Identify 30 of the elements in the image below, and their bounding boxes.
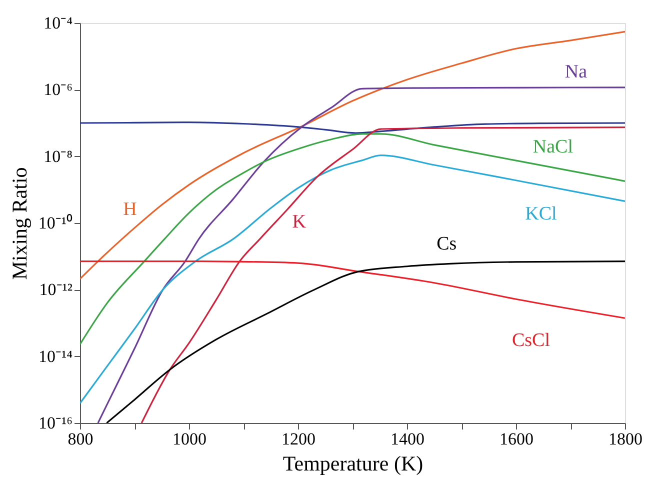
line-series <box>97 86 625 423</box>
x-tick-label: 800 <box>68 430 94 448</box>
line-series <box>80 260 625 319</box>
line-series <box>140 126 625 423</box>
series-label: K <box>292 212 306 233</box>
y-axis-title: Mixing Ratio <box>7 167 32 280</box>
series-label: KCl <box>525 203 557 224</box>
y-tick-label: 10⁻¹⁴ <box>38 346 73 366</box>
line-series <box>80 30 625 280</box>
x-axis-title: Temperature (K) <box>282 452 424 476</box>
series-label: Na <box>564 62 588 83</box>
line-series <box>106 260 625 423</box>
x-tick-label: 1800 <box>608 430 642 448</box>
series-label: CsCl <box>512 330 550 352</box>
series-label: NaCl <box>532 136 573 158</box>
x-tick-label: 1000 <box>172 430 206 448</box>
line-series <box>80 121 625 134</box>
y-tick-label: 10⁻¹⁰ <box>38 214 72 232</box>
x-tick-label: 1600 <box>500 430 534 448</box>
x-tick-label: 1400 <box>390 430 424 448</box>
line-series <box>80 133 625 346</box>
series-label: H <box>123 199 138 220</box>
y-tick-label: 10⁻¹⁶ <box>38 414 73 432</box>
x-tick-label: 1200 <box>282 430 316 448</box>
line-series <box>80 154 625 404</box>
y-tick-label: 10⁻⁶ <box>44 80 73 100</box>
y-tick-label: 10⁻¹² <box>39 280 72 300</box>
series-label: Cs <box>436 234 457 255</box>
y-tick-label: 10⁻⁴ <box>44 14 73 32</box>
y-tick-label: 10⁻⁸ <box>44 146 73 166</box>
